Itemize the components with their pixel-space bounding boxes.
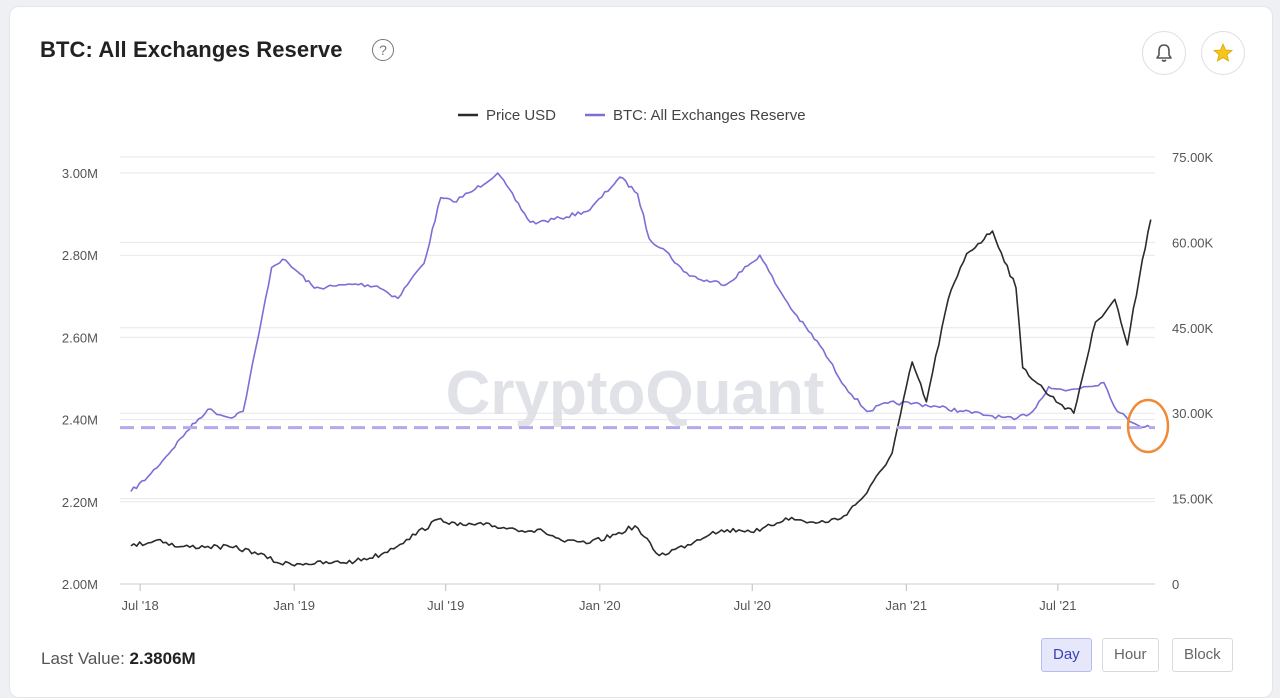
chart-svg: 2.00M 2.20M 2.40M 2.60M 2.80M 3.00M 0 15.00K 30.… xyxy=(62,107,1214,613)
y-right-tick-label: 30.00K xyxy=(1172,406,1214,421)
bell-icon[interactable] xyxy=(1142,31,1186,75)
granularity-day-button[interactable]: Day xyxy=(1041,638,1092,672)
highlight-circle xyxy=(1126,398,1170,454)
chart-card: BTC: All Exchanges Reserve ? Last Value:… xyxy=(9,6,1273,698)
y-right-tick-label: 60.00K xyxy=(1172,235,1214,250)
x-tick-label: Jul '18 xyxy=(122,598,159,613)
y-right-tick-label: 75.00K xyxy=(1172,150,1214,165)
x-tick-label: Jul '19 xyxy=(427,598,464,613)
x-tick-label: Jan '19 xyxy=(273,598,315,613)
chart-title: BTC: All Exchanges Reserve xyxy=(40,37,343,62)
star-icon[interactable] xyxy=(1201,31,1245,75)
y-left-tick-label: 2.20M xyxy=(62,495,98,510)
x-tick-label: Jul '20 xyxy=(734,598,771,613)
y-left-tick-label: 3.00M xyxy=(62,166,98,181)
x-tick-label: Jul '21 xyxy=(1039,598,1076,613)
legend-label-reserve: BTC: All Exchanges Reserve xyxy=(613,107,806,124)
y-left-tick-label: 2.00M xyxy=(62,577,98,592)
y-left-tick-label: 2.60M xyxy=(62,330,98,345)
watermark-text: CryptoQuant xyxy=(446,359,825,428)
y-right-tick-label: 45.00K xyxy=(1172,321,1214,336)
y-left-tick-label: 2.80M xyxy=(62,248,98,263)
series-line-price xyxy=(130,219,1152,567)
series-line-reserve xyxy=(130,172,1152,492)
x-tick-label: Jan '21 xyxy=(886,598,928,613)
last-value-readout: Last Value: 2.3806M xyxy=(41,649,196,669)
granularity-hour-button[interactable]: Hour xyxy=(1102,638,1159,672)
x-tick-label: Jan '20 xyxy=(579,598,621,613)
granularity-block-button[interactable]: Block xyxy=(1172,638,1233,672)
y-left-tick-label: 2.40M xyxy=(62,413,98,428)
y-right-tick-label: 0 xyxy=(1172,577,1179,592)
last-value: 2.3806M xyxy=(129,649,196,668)
help-icon[interactable]: ? xyxy=(372,39,394,61)
y-right-tick-label: 15.00K xyxy=(1172,492,1214,507)
legend-label-price: Price USD xyxy=(486,107,556,124)
last-value-label: Last Value: xyxy=(41,649,125,668)
